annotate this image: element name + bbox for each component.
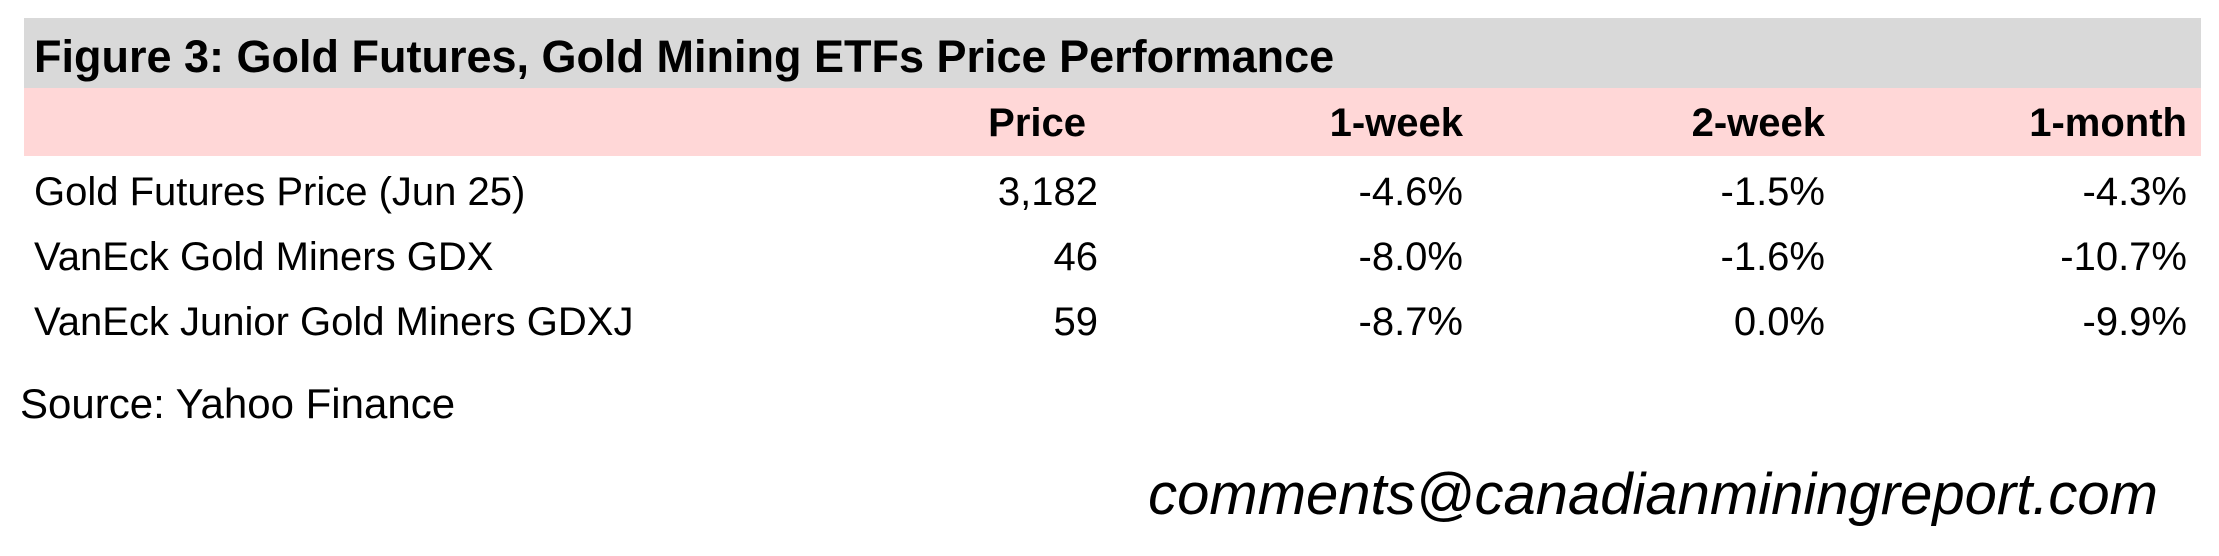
table-cell: 46 — [1053, 235, 1099, 279]
table-cell: -8.7% — [1358, 300, 1464, 344]
column-header: 1-month — [2029, 101, 2187, 145]
header-row — [24, 88, 2201, 156]
table-cell: 59 — [1053, 300, 1099, 344]
column-header: 2-week — [1691, 101, 1825, 145]
row-label: VanEck Junior Gold Miners GDXJ — [34, 300, 634, 344]
table-cell: 3,182 — [997, 170, 1098, 214]
source-note: Source: Yahoo Finance — [20, 380, 456, 427]
title-bar — [24, 18, 2201, 88]
table-cell: -10.7% — [2060, 235, 2187, 279]
row-label: VanEck Gold Miners GDX — [34, 235, 494, 279]
table-cell: -4.3% — [2082, 170, 2188, 214]
table-cell: -9.9% — [2082, 300, 2188, 344]
column-header: Price — [988, 101, 1086, 145]
table-cell: -8.0% — [1358, 235, 1464, 279]
table-title: Figure 3: Gold Futures, Gold Mining ETFs… — [34, 31, 1335, 82]
table-cell: 0.0% — [1733, 300, 1825, 344]
column-header: 1-week — [1329, 101, 1463, 145]
contact-email: comments@canadianminingreport.com — [1148, 462, 2158, 527]
table-cell: -4.6% — [1358, 170, 1464, 214]
row-label: Gold Futures Price (Jun 25) — [34, 170, 526, 214]
table-cell: -1.5% — [1720, 170, 1826, 214]
table-cell: -1.6% — [1720, 235, 1826, 279]
